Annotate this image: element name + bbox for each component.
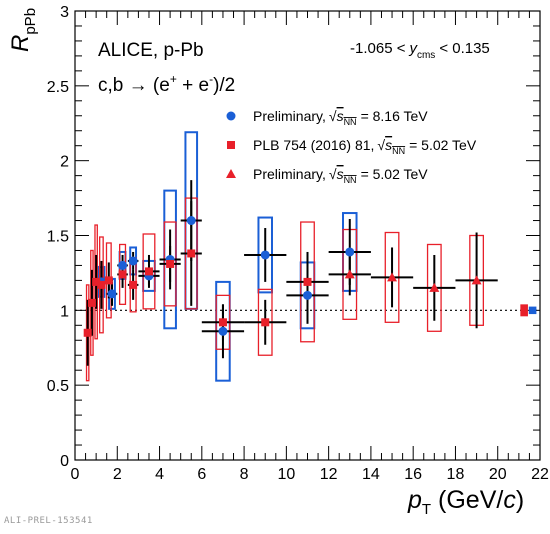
y-tick-label: 1 <box>60 303 69 320</box>
legend-label-2: PLB 754 (2016) 81, √sNN = 5.02 TeV <box>253 137 477 156</box>
legend-marker-square <box>227 141 235 149</box>
legend-label-3-energy: = 5.02 TeV <box>361 166 429 182</box>
y-tick-label: 2 <box>60 154 69 171</box>
legend: Preliminary, √sNN = 8.16 TeV PLB 754 (2016… <box>226 108 477 185</box>
process-mid: + e <box>177 75 209 96</box>
rapidity-right: < 0.135 <box>439 40 489 57</box>
data-point-circle <box>303 290 312 300</box>
data-point-circle <box>107 289 117 299</box>
legend-label-1-root: √ <box>329 108 337 124</box>
rapidity-sub: cms <box>417 50 435 61</box>
x-axis-title-c: c <box>503 486 516 514</box>
legend-label-2-s: s <box>385 137 392 153</box>
data-point-square <box>118 270 127 279</box>
x-tick-label: 4 <box>155 466 164 483</box>
legend-label-1-s: s <box>337 108 344 124</box>
legend-entry-1: Preliminary, √sNN = 8.16 TeV <box>226 108 428 127</box>
data-point-square <box>187 249 196 258</box>
data-point-square <box>129 280 138 289</box>
x-tick-label: 2 <box>113 466 122 483</box>
y-tick-label: 0 <box>60 453 69 470</box>
legend-entry-2: PLB 754 (2016) 81, √sNN = 5.02 TeV <box>227 137 477 156</box>
x-axis-title-close: ) <box>516 486 524 514</box>
rapidity-var: y <box>408 40 418 57</box>
data-point-circle <box>118 260 128 270</box>
data-point-square <box>83 328 92 337</box>
x-tick-label: 22 <box>531 466 549 483</box>
legend-label-1-prefix: Preliminary, <box>253 108 326 124</box>
x-axis-title: pT (GeV/c) <box>407 486 524 518</box>
y-tick-label: 0.5 <box>47 378 69 395</box>
normalization-box <box>528 306 537 315</box>
legend-label-2-prefix: PLB 754 (2016) 81, <box>253 137 374 153</box>
data-point-square <box>87 298 96 307</box>
data-point-triangle <box>429 282 440 292</box>
legend-label-3: Preliminary, √sNN = 5.02 TeV <box>253 166 428 185</box>
legend-marker-circle <box>226 111 236 121</box>
x-tick-label: 0 <box>71 466 80 483</box>
legend-label-1: Preliminary, √sNN = 8.16 TeV <box>253 108 428 127</box>
rapidity-left: -1.065 < <box>350 40 406 57</box>
legend-label-1-energy: = 8.16 TeV <box>361 108 429 124</box>
process-minus: - <box>209 72 213 86</box>
x-tick-label: 12 <box>320 466 338 483</box>
x-axis-title-unit: (GeV/ <box>431 486 503 514</box>
data-point-circle <box>345 247 355 257</box>
legend-label-3-root: √ <box>329 166 337 182</box>
process-label: c,b → (e+ + e-)/2 <box>98 72 235 96</box>
process-base: c,b → (e <box>98 75 170 96</box>
data-point-square <box>104 276 113 285</box>
plot-area: 0 2 4 6 8 10 12 14 16 18 20 22 0 0.5 1 1.5 2 2.5 3 <box>47 4 549 483</box>
y-axis-title-sub: pPb <box>22 8 39 35</box>
data-point-square <box>303 277 312 286</box>
data-point-square <box>144 267 153 276</box>
x-tick-label: 8 <box>240 466 249 483</box>
data-point-square <box>261 318 270 327</box>
legend-entry-3: Preliminary, √sNN = 5.02 TeV <box>226 166 428 185</box>
x-tick-label: 16 <box>404 466 422 483</box>
legend-label-1-nn: NN <box>344 117 357 127</box>
y-axis-title-main: R <box>7 35 34 52</box>
legend-label-2-energy: = 5.02 TeV <box>409 137 477 153</box>
data-point-circle <box>218 326 228 336</box>
data-point-square <box>97 280 106 289</box>
y-tick-label: 2.5 <box>47 79 69 96</box>
legend-label-2-root: √ <box>377 137 385 153</box>
legend-label-3-prefix: Preliminary, <box>253 166 326 182</box>
rapidity-label: -1.065 < ycms < 0.135 <box>350 40 490 61</box>
data-point-triangle <box>387 272 398 282</box>
data-point-square <box>92 277 101 286</box>
data-point-triangle <box>471 275 482 285</box>
x-axis-title-sub: T <box>422 501 431 518</box>
data-point-circle <box>128 256 138 266</box>
legend-label-2-nn: NN <box>392 146 405 156</box>
data-point-circle <box>260 250 270 260</box>
x-tick-label: 18 <box>447 466 465 483</box>
data-point-triangle <box>344 269 355 279</box>
normalization-box <box>520 304 528 317</box>
x-tick-label: 20 <box>489 466 507 483</box>
legend-marker-triangle <box>226 169 236 178</box>
process-end: )/2 <box>213 75 235 96</box>
x-axis-title-p: p <box>407 486 422 514</box>
legend-label-3-nn: NN <box>344 175 357 185</box>
footer-label: ALI-PREL-153541 <box>4 516 93 526</box>
y-tick-label: 3 <box>60 4 69 21</box>
x-tick-label: 14 <box>362 466 380 483</box>
data-point-square <box>218 318 227 327</box>
data-point-circle <box>186 216 196 226</box>
system-label: ALICE, p-Pb <box>98 40 204 61</box>
y-axis-title: RpPb <box>7 8 39 52</box>
x-tick-label: 6 <box>197 466 206 483</box>
y-tick-label: 1.5 <box>47 229 69 246</box>
process-plus: + <box>170 72 177 86</box>
legend-label-3-s: s <box>337 166 344 182</box>
data-point-square <box>166 259 175 268</box>
x-tick-label: 10 <box>277 466 295 483</box>
